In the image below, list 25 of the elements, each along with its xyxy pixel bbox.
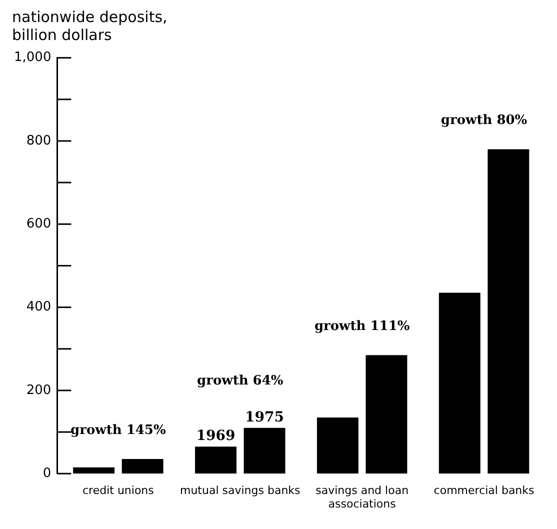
y-tick-label: 400 <box>26 300 52 315</box>
bar <box>122 459 164 474</box>
y-tick-label: 600 <box>26 216 52 232</box>
annotation: growth 64% <box>197 374 284 389</box>
y-tick-label: 800 <box>26 133 52 148</box>
y-tick-label: 0 <box>42 466 52 481</box>
series-label: 1975 <box>245 410 284 426</box>
x-tick-label: savings and loan associations <box>316 484 409 510</box>
bar <box>316 417 358 474</box>
x-tick-label: mutual savings banks <box>180 484 301 498</box>
series-label: 1969 <box>196 428 236 444</box>
bar <box>366 355 408 474</box>
bar <box>73 467 115 474</box>
bar <box>244 428 286 474</box>
x-tick-label: credit unions <box>82 484 154 498</box>
annotation: growth 111% <box>314 318 410 334</box>
bar <box>438 292 480 474</box>
annotation: growth 80% <box>440 113 528 128</box>
bar <box>488 149 530 474</box>
annotation: growth 145% <box>70 422 166 438</box>
y-tick-label: 1,000 <box>14 50 52 66</box>
y-tick-label: 200 <box>26 382 52 398</box>
x-tick-label: commercial banks <box>434 484 535 498</box>
bar <box>195 446 236 474</box>
y-axis-title: nationwide deposits, billion dollars <box>12 8 168 44</box>
